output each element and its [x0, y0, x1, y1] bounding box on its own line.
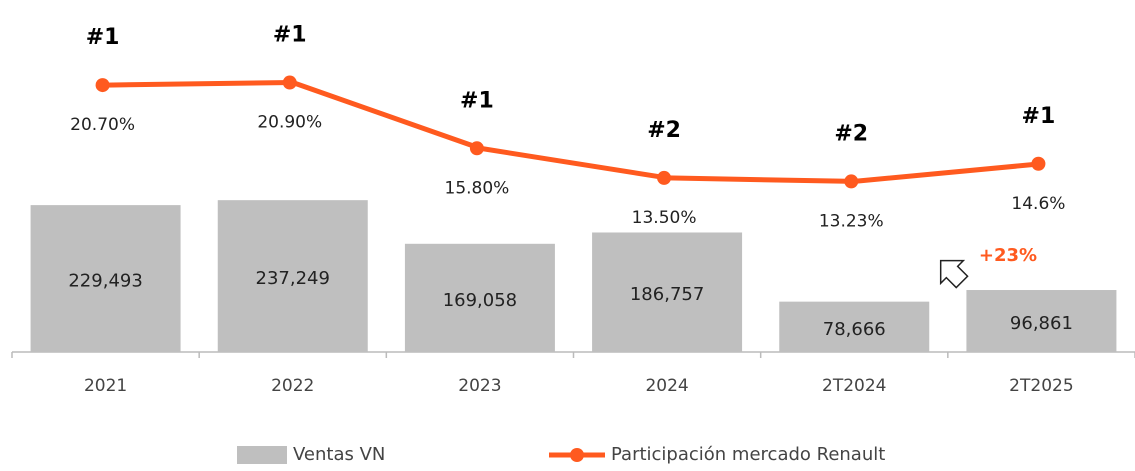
- x-tick-label: 2T2025: [1009, 376, 1073, 396]
- bar: [966, 290, 1117, 352]
- bar-label: 78,666: [823, 319, 886, 340]
- line-label: 20.70%: [70, 115, 135, 135]
- line-point: [282, 75, 297, 90]
- bar: [30, 205, 181, 352]
- annotation: +23%: [979, 245, 1037, 266]
- legend-swatch-dot: [570, 448, 584, 462]
- rank-label: #1: [460, 88, 494, 113]
- bar: [779, 301, 930, 352]
- line-label: 15.80%: [445, 178, 510, 198]
- rank-label: #2: [834, 121, 868, 146]
- x-tick-label: 2024: [645, 376, 688, 396]
- x-tick-label: 2022: [271, 376, 314, 396]
- line-point: [1031, 156, 1046, 171]
- x-tick-label: 2T2024: [822, 376, 886, 396]
- bar: [592, 232, 743, 352]
- x-tick-label: 2023: [458, 376, 501, 396]
- line-point: [95, 78, 110, 93]
- bar-label: 96,861: [1010, 313, 1073, 334]
- line-label: 13.50%: [632, 208, 697, 228]
- bar: [217, 200, 368, 352]
- line-label: 20.90%: [257, 113, 322, 133]
- bar: [404, 243, 555, 352]
- rank-label: #1: [86, 25, 120, 50]
- legend-label: Participación mercado Renault: [611, 444, 885, 465]
- bar-label: 237,249: [256, 268, 330, 289]
- line-point: [844, 174, 859, 189]
- bar-label: 229,493: [68, 271, 142, 292]
- rank-label: #2: [647, 118, 681, 143]
- bar-label: 169,058: [443, 290, 517, 311]
- x-tick-label: 2021: [84, 376, 127, 396]
- line: [105, 80, 1042, 184]
- bar-label: 186,757: [630, 284, 704, 305]
- line-label: 13.23%: [819, 211, 884, 231]
- line-label: 14.6%: [1011, 194, 1065, 214]
- growth-arrow: [939, 259, 969, 289]
- line-point: [469, 141, 484, 156]
- rank-label: #1: [273, 23, 307, 48]
- legend-label: Ventas VN: [293, 444, 385, 465]
- legend-swatch: [237, 446, 287, 464]
- rank-label: #1: [1022, 104, 1056, 129]
- line-point: [657, 170, 672, 185]
